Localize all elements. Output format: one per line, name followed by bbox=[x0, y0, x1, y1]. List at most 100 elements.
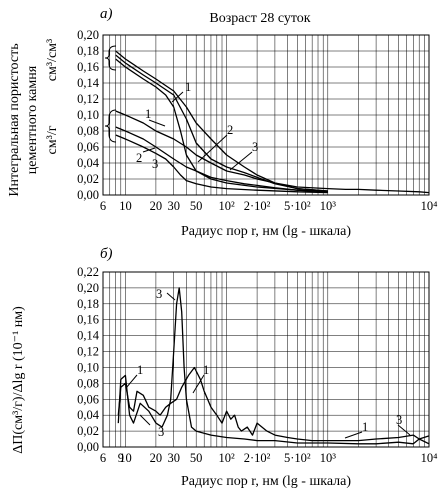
chart-a-y-tick-label: 0,20 bbox=[77, 28, 99, 42]
chart-b-x-tick-label: 50 bbox=[190, 451, 203, 465]
chart-a-y-tick-label: 0,00 bbox=[77, 188, 99, 202]
chart-a-x-tick-label: 10⁴ bbox=[421, 199, 438, 213]
chart-a-y-tick-label: 0,16 bbox=[77, 60, 99, 74]
chart-a-brace-lower bbox=[104, 109, 117, 143]
chart-a-x-tick-label: 50 bbox=[190, 199, 203, 213]
chart-b-xlabel: Радиус пор r, нм (lg - шкала) bbox=[181, 474, 351, 489]
chart-b: б) ΔП(см³/г)/Δlg r (10⁻¹ нм) 0,000,020,0… bbox=[11, 246, 437, 489]
chart-a-label-2-top: 2 bbox=[227, 123, 233, 137]
chart-a-leader-1-low bbox=[148, 119, 166, 127]
chart-b-leader-1-mid bbox=[192, 374, 205, 394]
chart-a-series-line-1-0 bbox=[115, 50, 328, 192]
chart-b-x-tick-label: 10 bbox=[119, 451, 132, 465]
chart-a-y-tick-label: 0,06 bbox=[77, 140, 99, 154]
chart-b-y-tick-label: 0,20 bbox=[77, 281, 99, 295]
chart-a-series-line-3-2 bbox=[115, 58, 328, 193]
chart-b-series-line-1-0 bbox=[117, 366, 430, 442]
chart-b-y-tick-label: 0,18 bbox=[77, 297, 99, 311]
chart-b-label-3-right: 3 bbox=[396, 413, 402, 427]
chart-b-leader-3-low bbox=[139, 414, 151, 426]
chart-a-leader-2-top bbox=[197, 134, 228, 163]
chart-b-label-1-mid: 1 bbox=[203, 363, 209, 377]
chart-a-y-tick-label: 0,14 bbox=[77, 76, 100, 90]
chart-a-x-tick-label: 10³ bbox=[320, 199, 337, 213]
chart-b-leader-3-top bbox=[166, 292, 176, 301]
chart-a-y-tick-label: 0,02 bbox=[77, 172, 99, 186]
chart-b-series-line-3-1 bbox=[117, 287, 430, 445]
chart-a-y-tick-label: 0,08 bbox=[77, 124, 99, 138]
chart-b-y-tick-label: 0,12 bbox=[77, 345, 99, 359]
chart-a-x-tick-label: 10 bbox=[119, 199, 132, 213]
chart-b-y-tick-label: 0,02 bbox=[77, 424, 99, 438]
chart-a-ylabel-line1: Интегральная пористость bbox=[7, 43, 22, 196]
chart-b-x-tick-label: 20 bbox=[150, 451, 163, 465]
chart-b-x-tick-label: 30 bbox=[167, 451, 180, 465]
chart-a-y-tick-label: 0,18 bbox=[77, 44, 99, 58]
chart-a-label-1-low: 1 bbox=[145, 107, 151, 121]
chart-a-panel-label: а) bbox=[100, 6, 113, 22]
chart-b-leader-3-right bbox=[397, 424, 411, 436]
chart-a-ylabel-line2: цементного камня bbox=[25, 65, 40, 174]
chart-b-panel-label: б) bbox=[100, 246, 113, 262]
chart-a-x-tick-label: 5·10² bbox=[284, 199, 311, 213]
chart-b-x-tick-label: 10³ bbox=[320, 451, 337, 465]
chart-a-grid bbox=[102, 34, 430, 196]
chart-b-x-tick-label: 10⁴ bbox=[421, 451, 438, 465]
chart-a-leader-3-top bbox=[229, 151, 253, 171]
chart-b-grid bbox=[102, 271, 430, 448]
chart-b-y-tick-label: 0,14 bbox=[77, 329, 100, 343]
chart-a-y-ticks: 0,00 0,02 0,04 0,06 0,08 0,10 0,12 0,14 0,16 0,18… bbox=[77, 28, 100, 202]
chart-a-brace-upper bbox=[104, 45, 117, 71]
chart-b-y-tick-label: 0,08 bbox=[77, 376, 99, 390]
chart-a-label-1-top: 1 bbox=[185, 80, 191, 94]
chart-b-y-tick-label: 0,04 bbox=[77, 408, 100, 422]
chart-a-x-ticks: 6 10 20 30 50 10² 2·10² 5·10² 10³ 10⁴ bbox=[100, 199, 438, 213]
chart-a-leader-2-low bbox=[142, 147, 156, 153]
chart-a-x-tick-label: 2·10² bbox=[244, 199, 271, 213]
chart-b-y-tick-label: 0,22 bbox=[77, 265, 99, 279]
chart-a-title: Возраст 28 суток bbox=[209, 11, 310, 26]
chart-b-x-ticks: 6 910 20 30 50 10² 2·10² 5·10² 10³ 10⁴ bbox=[100, 451, 438, 465]
chart-a-y-tick-label: 0,10 bbox=[77, 108, 99, 122]
chart-b-leader-1-left bbox=[125, 374, 138, 389]
chart-b-ylabel: ΔП(см³/г)/Δlg r (10⁻¹ нм) bbox=[11, 306, 26, 454]
chart-b-label-3-top: 3 bbox=[156, 287, 162, 301]
chart-a-label-3-low: 3 bbox=[152, 157, 158, 171]
chart-b-y-tick-label: 0,10 bbox=[77, 360, 99, 374]
chart-a-label-3-top: 3 bbox=[252, 140, 258, 154]
chart-a-y-tick-label: 0,12 bbox=[77, 92, 99, 106]
chart-a-x-tick-label: 10² bbox=[219, 199, 236, 213]
chart-b-y-ticks: 0,00 0,02 0,04 0,06 0,08 0,100,12 0,14 0,16 0,18… bbox=[77, 265, 100, 454]
chart-a-x-tick-label: 20 bbox=[150, 199, 163, 213]
chart-a-x-tick-label: 6 bbox=[100, 199, 106, 213]
chart-a-label-2-low: 2 bbox=[136, 151, 142, 165]
chart-b-label-1-right: 1 bbox=[362, 420, 368, 434]
chart-a-x-tick-label: 30 bbox=[167, 199, 180, 213]
chart-a-series-line-2-4 bbox=[115, 126, 328, 193]
chart-a-xlabel: Радиус пор r, нм (lg - шкала) bbox=[181, 224, 351, 239]
chart-a-yunit-1: см³/см³ bbox=[45, 39, 60, 81]
chart-b-label-1-left: 1 bbox=[137, 363, 143, 377]
chart-a-series-line-2-1 bbox=[115, 54, 328, 192]
chart-b-leader-1-right bbox=[344, 431, 363, 439]
chart-a-frame bbox=[102, 34, 430, 196]
chart-a-yunit-2: см³/г bbox=[45, 125, 60, 154]
chart-b-series bbox=[117, 287, 430, 445]
chart-a-series-line-1-3 bbox=[115, 110, 430, 194]
chart-b-x-tick-label: 5·10² bbox=[284, 451, 311, 465]
chart-b-x-tick-label: 10² bbox=[219, 451, 236, 465]
chart-b-y-tick-label: 0,16 bbox=[77, 313, 99, 327]
chart-a-series-line-3-5 bbox=[115, 134, 328, 194]
chart-a-y-tick-label: 0,04 bbox=[77, 156, 100, 170]
chart-b-frame bbox=[102, 271, 430, 448]
chart-a: а) Возраст 28 суток Интегральная пористо… bbox=[7, 6, 437, 239]
chart-b-label-3-low: 3 bbox=[158, 425, 164, 439]
chart-a-leader-1-top bbox=[171, 91, 184, 103]
chart-b-x-tick-label: 2·10² bbox=[244, 451, 271, 465]
chart-b-y-tick-label: 0,06 bbox=[77, 392, 99, 406]
chart-b-x-tick-label: 6 bbox=[100, 451, 106, 465]
chart-a-series bbox=[115, 50, 430, 194]
chart-b-y-tick-label: 0,00 bbox=[77, 440, 99, 454]
chart-b-x-tick-label: 9 bbox=[118, 451, 124, 465]
